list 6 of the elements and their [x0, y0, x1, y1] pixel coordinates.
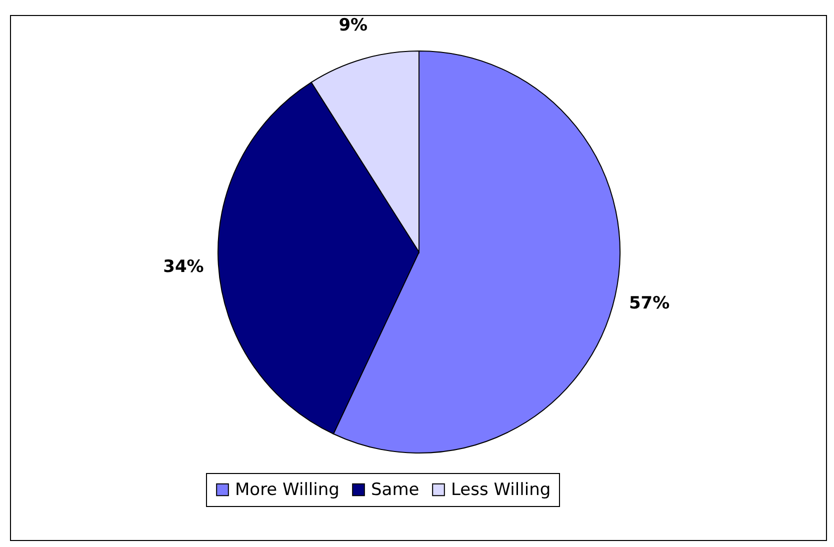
data-label: 34% [163, 256, 204, 277]
data-label: 57% [628, 293, 670, 314]
data-label: 9% [338, 15, 368, 36]
legend-label: More Willing [235, 480, 340, 500]
legend-label: Same [371, 480, 420, 500]
legend-label: Less Willing [451, 480, 551, 500]
